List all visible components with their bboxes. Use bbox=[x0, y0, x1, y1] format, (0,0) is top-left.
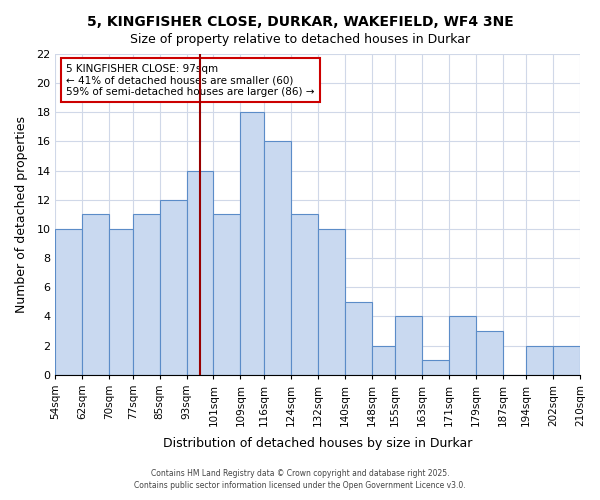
Bar bbox=[109, 229, 133, 374]
Bar bbox=[422, 360, 449, 374]
Bar bbox=[291, 214, 318, 374]
Bar bbox=[371, 346, 395, 374]
X-axis label: Distribution of detached houses by size in Durkar: Distribution of detached houses by size … bbox=[163, 437, 472, 450]
Bar bbox=[187, 170, 214, 374]
Bar bbox=[476, 331, 503, 374]
Bar bbox=[160, 200, 187, 374]
Text: Size of property relative to detached houses in Durkar: Size of property relative to detached ho… bbox=[130, 32, 470, 46]
Bar bbox=[82, 214, 109, 374]
Bar bbox=[55, 229, 82, 374]
Bar bbox=[526, 346, 553, 374]
Bar bbox=[133, 214, 160, 374]
Y-axis label: Number of detached properties: Number of detached properties bbox=[15, 116, 28, 313]
Text: 5 KINGFISHER CLOSE: 97sqm
← 41% of detached houses are smaller (60)
59% of semi-: 5 KINGFISHER CLOSE: 97sqm ← 41% of detac… bbox=[66, 64, 314, 97]
Bar bbox=[264, 142, 291, 374]
Bar bbox=[241, 112, 264, 374]
Bar bbox=[318, 229, 344, 374]
Bar bbox=[553, 346, 580, 374]
Bar bbox=[214, 214, 241, 374]
Text: 5, KINGFISHER CLOSE, DURKAR, WAKEFIELD, WF4 3NE: 5, KINGFISHER CLOSE, DURKAR, WAKEFIELD, … bbox=[86, 15, 514, 29]
Bar bbox=[344, 302, 371, 374]
Bar bbox=[395, 316, 422, 374]
Text: Contains HM Land Registry data © Crown copyright and database right 2025.
Contai: Contains HM Land Registry data © Crown c… bbox=[134, 468, 466, 490]
Bar bbox=[449, 316, 476, 374]
